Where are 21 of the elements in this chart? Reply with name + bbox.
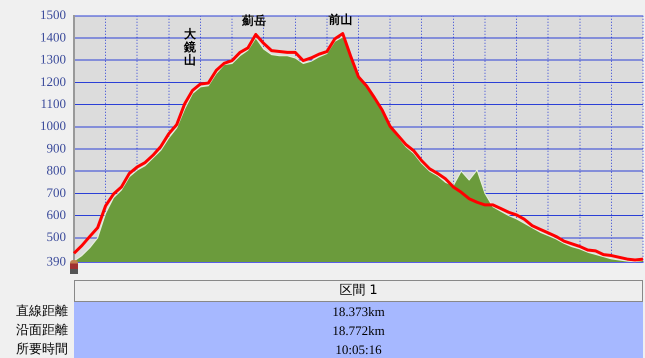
y-tick-label: 1000: [40, 118, 66, 134]
y-tick-label: 800: [46, 162, 66, 178]
y-tick-label: 1200: [40, 74, 66, 89]
text: 18.373km: [74, 302, 643, 321]
y-tick-label: 1300: [40, 52, 66, 67]
y-tick-label: 900: [46, 140, 66, 156]
text: 10:05:16: [74, 340, 643, 358]
y-tick-label: 1100: [40, 96, 66, 112]
text: 区間 1: [74, 280, 643, 302]
y-tick-label: 700: [46, 184, 66, 200]
text: 18.772km: [74, 321, 643, 340]
y-tick-label: 600: [46, 207, 66, 222]
text: 所要時間: [15, 341, 68, 358]
y-tick-label: 500: [46, 229, 66, 244]
annotation: 前山: [328, 12, 353, 27]
y-tick-label: 1500: [40, 7, 66, 22]
annotation: 薊岳: [240, 13, 266, 28]
text: 直線距離: [15, 303, 68, 321]
y-tick-label: 1400: [40, 29, 66, 44]
y-tick-label: 390: [46, 254, 66, 269]
text: 沿面距離: [15, 322, 68, 340]
